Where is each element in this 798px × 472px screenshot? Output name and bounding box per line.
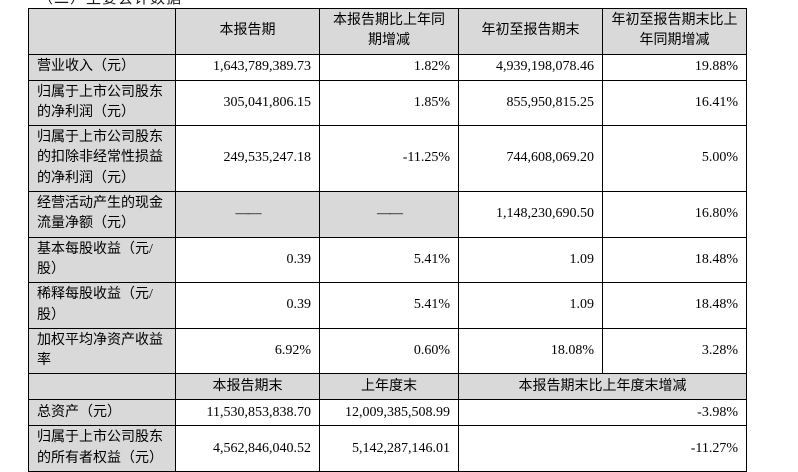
- value-ytd-yoy-change: 19.88%: [602, 53, 747, 81]
- value-current: 249,535,247.18: [175, 125, 320, 193]
- col-header-period-end: 本报告期末: [175, 373, 320, 401]
- value-ytd-yoy-change: 18.48%: [602, 282, 747, 329]
- value-ytd-yoy-change: 16.80%: [602, 191, 747, 238]
- header-row-period: 本报告期 本报告期比上年同期增减 年初至报告期末 年初至报告期末比上年同期增减: [28, 8, 747, 55]
- row-net-profit-attributable: 归属于上市公司股东的净利润（元） 305,041,806.15 1.85% 85…: [28, 79, 747, 127]
- value-ytd: 18.08%: [458, 327, 603, 375]
- value-prev-year-end: 5,142,287,146.01: [319, 425, 459, 472]
- col-header-current-period: 本报告期: [175, 8, 320, 55]
- row-label: 稀释每股收益（元/股）: [28, 282, 176, 329]
- value-change: -3.98%: [458, 399, 747, 427]
- value-ytd: 1,148,230,690.50: [458, 191, 603, 238]
- row-label: 归属于上市公司股东的扣除非经常性损益的净利润（元）: [28, 125, 176, 193]
- col-header-prev-year-end: 上年度末: [319, 373, 459, 401]
- value-yoy-change: 1.82%: [319, 53, 459, 81]
- value-ytd-yoy-change: 16.41%: [602, 79, 747, 127]
- row-total-assets: 总资产（元） 11,530,853,838.70 12,009,385,508.…: [28, 399, 747, 427]
- value-yoy-change: 5.41%: [319, 236, 459, 284]
- value-ytd-yoy-change: 18.48%: [602, 236, 747, 284]
- header-row-period-end: 本报告期末 上年度末 本报告期末比上年度末增减: [28, 373, 747, 401]
- corner-cell: [28, 8, 176, 55]
- report-page: （二）主要会计数据 本报告期 本报告期比上年同期增减 年初至报告期末 年初至报告…: [28, 0, 747, 472]
- corner-cell: [28, 373, 176, 401]
- row-operating-revenue: 营业收入（元） 1,643,789,389.73 1.82% 4,939,198…: [28, 53, 747, 81]
- col-header-ytd: 年初至报告期末: [458, 8, 603, 55]
- row-label: 归属于上市公司股东的所有者权益（元）: [28, 425, 176, 472]
- value-period-end: 4,562,846,040.52: [175, 425, 320, 472]
- value-current-dash: ——: [175, 191, 320, 238]
- value-ytd: 1.09: [458, 236, 603, 284]
- value-current: 6.92%: [175, 327, 320, 375]
- row-basic-eps: 基本每股收益（元/股） 0.39 5.41% 1.09 18.48%: [28, 236, 747, 284]
- clipped-section-heading-text: （二）主要会计数据: [38, 0, 338, 5]
- value-change: -11.27%: [458, 425, 747, 472]
- clipped-section-heading: （二）主要会计数据: [38, 0, 338, 5]
- row-operating-cash-flow: 经营活动产生的现金流量净额（元） —— —— 1,148,230,690.50 …: [28, 191, 747, 238]
- row-label: 总资产（元）: [28, 399, 176, 427]
- financial-summary-table: 本报告期 本报告期比上年同期增减 年初至报告期末 年初至报告期末比上年同期增减 …: [28, 8, 747, 472]
- col-header-period-end-vs-prev-year-end: 本报告期末比上年度末增减: [458, 373, 747, 401]
- row-label: 经营活动产生的现金流量净额（元）: [28, 191, 176, 238]
- row-diluted-eps: 稀释每股收益（元/股） 0.39 5.41% 1.09 18.48%: [28, 282, 747, 329]
- row-equity-attributable: 归属于上市公司股东的所有者权益（元） 4,562,846,040.52 5,14…: [28, 425, 747, 472]
- value-ytd-yoy-change: 3.28%: [602, 327, 747, 375]
- value-period-end: 11,530,853,838.70: [175, 399, 320, 427]
- value-yoy-change: 0.60%: [319, 327, 459, 375]
- value-ytd: 744,608,069.20: [458, 125, 603, 193]
- col-header-ytd-vs-prior-year: 年初至报告期末比上年同期增减: [602, 8, 747, 55]
- row-label: 归属于上市公司股东的净利润（元）: [28, 79, 176, 127]
- col-header-current-vs-prior-year: 本报告期比上年同期增减: [319, 8, 459, 55]
- value-ytd-yoy-change: 5.00%: [602, 125, 747, 193]
- row-net-profit-excl-nonrecurring: 归属于上市公司股东的扣除非经常性损益的净利润（元） 249,535,247.18…: [28, 125, 747, 193]
- value-yoy-change-dash: ——: [319, 191, 459, 238]
- value-current: 1,643,789,389.73: [175, 53, 320, 81]
- value-current: 0.39: [175, 236, 320, 284]
- value-yoy-change: -11.25%: [319, 125, 459, 193]
- row-label: 加权平均净资产收益率: [28, 327, 176, 375]
- value-ytd: 1.09: [458, 282, 603, 329]
- value-ytd: 4,939,198,078.46: [458, 53, 603, 81]
- value-ytd: 855,950,815.25: [458, 79, 603, 127]
- value-yoy-change: 5.41%: [319, 282, 459, 329]
- value-current: 0.39: [175, 282, 320, 329]
- row-label: 营业收入（元）: [28, 53, 176, 81]
- value-current: 305,041,806.15: [175, 79, 320, 127]
- value-prev-year-end: 12,009,385,508.99: [319, 399, 459, 427]
- value-yoy-change: 1.85%: [319, 79, 459, 127]
- row-weighted-avg-roe: 加权平均净资产收益率 6.92% 0.60% 18.08% 3.28%: [28, 327, 747, 375]
- row-label: 基本每股收益（元/股）: [28, 236, 176, 284]
